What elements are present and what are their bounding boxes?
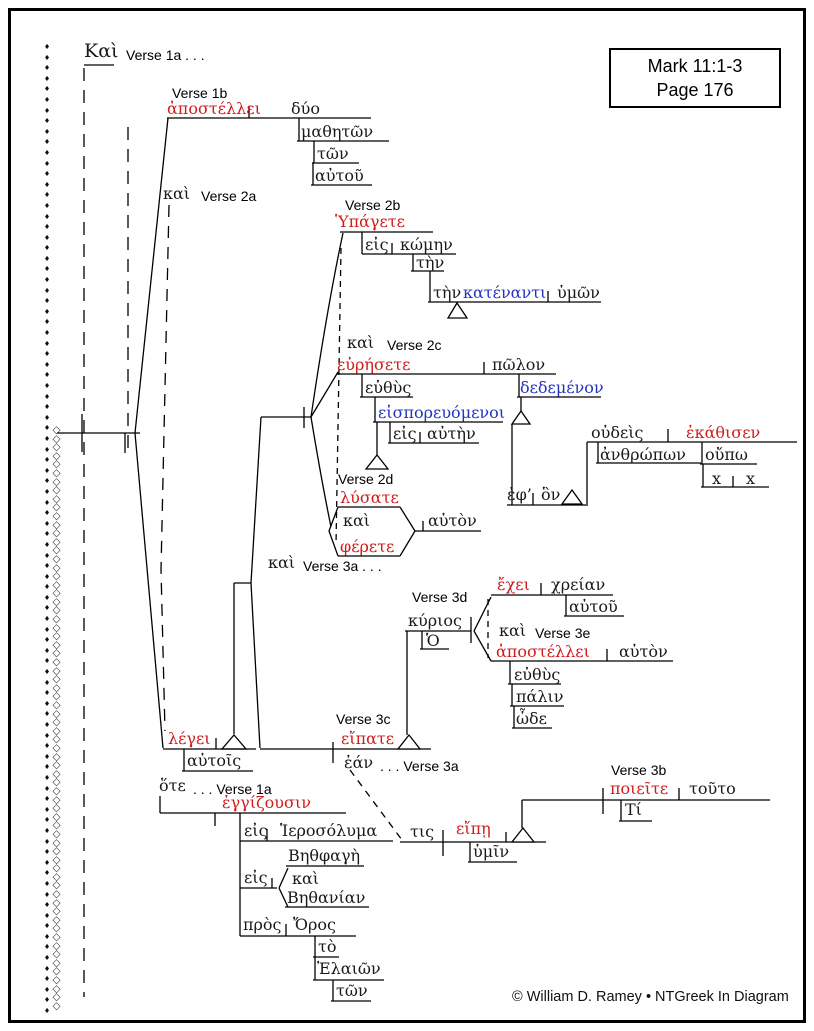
greek-word: καὶ <box>347 333 375 352</box>
greek-word: ὑμῶν <box>557 283 600 302</box>
greek-word: καὶ <box>163 184 191 203</box>
greek-word: Ἱεροσόλυμα <box>280 821 378 840</box>
greek-word: ποιεῖτε <box>610 779 669 798</box>
greek-word: μαθητῶν <box>301 122 374 141</box>
greek-word: πρὸς <box>243 915 282 934</box>
greek-word: τῶν <box>317 144 349 163</box>
greek-word: κατέναντι <box>463 283 547 302</box>
greek-word: Βηθφαγὴ <box>288 846 361 865</box>
greek-word: καὶ <box>268 553 296 572</box>
greek-word: αὐτοῦ <box>569 597 618 616</box>
greek-word: κύριος <box>408 611 462 630</box>
greek-word: πάλιν <box>516 687 564 706</box>
greek-word: ἐάν <box>344 753 374 772</box>
greek-word: λύσατε <box>340 488 399 507</box>
greek-word: δύο <box>291 99 320 118</box>
greek-word: χρείαν <box>551 575 606 594</box>
greek-word: x <box>712 469 722 488</box>
verse-label: Verse 3e <box>535 625 591 641</box>
greek-word: εὐθὺς <box>514 665 561 684</box>
verse-label: Verse 1a . . . <box>126 47 205 63</box>
greek-word: δεδεμένον <box>520 378 604 397</box>
copyright-credit: © William D. Ramey • NTGreek In Diagram <box>512 989 789 1005</box>
reference-box: Mark 11:1-3 Page 176 <box>609 48 781 108</box>
greek-word: Ὄρος <box>293 915 336 934</box>
greek-word: τῶν <box>336 981 368 1000</box>
verse-label: . . . Verse 1a <box>193 781 272 797</box>
greek-word: καὶ <box>343 511 371 530</box>
greek-word: εἰσπορευόμενοι <box>378 403 506 422</box>
greek-word: ἐφ’ <box>507 485 532 504</box>
greek-word: ὑμῖν <box>473 842 510 861</box>
greek-word: εἰς <box>393 424 417 443</box>
page-border <box>8 8 806 1023</box>
greek-word: κώμην <box>400 235 453 254</box>
verse-label: Verse 3c <box>336 711 391 727</box>
greek-word: ὃν <box>541 485 561 504</box>
greek-word: αὐτοῦ <box>315 166 364 185</box>
greek-word: Ὑπάγετε <box>335 212 405 231</box>
greek-word: οὐδεὶς <box>591 423 644 442</box>
verse-label: Verse 2d <box>338 471 394 487</box>
left-diamond-chain: ◇◇◇◇◇◇◇◇◇◇◇◇◇◇◇◇◇◇◇◇◇◇◇◇◇◇◇◇◇◇◇◇◇◇◇◇◇◇◇◇… <box>52 424 61 1012</box>
verse-label: Verse 3d <box>412 589 468 605</box>
verse-label: Verse 3b <box>611 762 667 778</box>
greek-word: ὧδε <box>516 709 547 728</box>
greek-word: ἀποστέλλει <box>167 99 261 118</box>
greek-word: αὐτὴν <box>427 424 476 443</box>
greek-word: τις <box>410 822 435 841</box>
verse-label: Verse 2c <box>387 337 442 353</box>
greek-word: αὐτὸν <box>619 642 668 661</box>
greek-word: Βηθανίαν <box>287 888 366 907</box>
greek-word: εἰς <box>244 868 268 887</box>
greek-word: x <box>746 469 756 488</box>
greek-word: καὶ <box>499 621 527 640</box>
verse-label: Verse 1b <box>172 85 228 101</box>
greek-word: εἰς <box>244 821 268 840</box>
verse-label: Verse 3a . . . <box>303 558 382 574</box>
verse-label: Verse 2a <box>201 188 257 204</box>
greek-word: εἴπῃ <box>456 819 491 838</box>
greek-word: ἐκάθισεν <box>686 423 761 442</box>
verse-label: Verse 2b <box>345 197 401 213</box>
greek-word: εἰς <box>365 235 389 254</box>
greek-word: τοῦτο <box>689 779 736 798</box>
greek-word: αὐτοῖς <box>187 751 242 770</box>
greek-word: ἔχει <box>497 575 530 594</box>
greek-word: Ὁ <box>426 631 440 650</box>
greek-word: Τί <box>625 800 642 819</box>
greek-word: εἴπατε <box>341 729 395 748</box>
greek-word: καὶ <box>292 869 320 888</box>
reference-title: Mark 11:1-3 <box>647 55 743 76</box>
greek-word: ἀποστέλλει <box>496 642 590 661</box>
greek-word: λέγει <box>168 729 211 748</box>
reference-page: Page 176 <box>656 80 734 100</box>
greek-word: εὐθὺς <box>365 378 412 397</box>
greek-word: Ἐλαιῶν <box>317 959 381 978</box>
verse-label: . . . Verse 3a <box>380 758 459 774</box>
greek-word: τὸ <box>318 937 337 956</box>
greek-word: ἀνθρώπων <box>600 445 686 464</box>
greek-word: ὅτε <box>159 776 186 795</box>
greek-word: ἐγγίζουσιν <box>222 793 311 812</box>
greek-word: αὐτὸν <box>428 511 477 530</box>
greek-word: πῶλον <box>492 355 546 374</box>
greek-word: τὴν <box>416 253 445 272</box>
greek-word: οὔπω <box>705 445 748 464</box>
greek-word: Καὶ <box>84 40 119 62</box>
greek-word: φέρετε <box>340 537 395 556</box>
greek-word: εὑρήσετε <box>337 355 411 374</box>
left-dotted-line: ♦♦♦♦♦♦♦♦♦♦♦♦♦♦♦♦♦♦♦♦♦♦♦♦♦♦♦♦♦♦♦♦♦♦♦♦♦♦♦♦… <box>43 43 51 1016</box>
greek-word: τὴν <box>433 283 462 302</box>
